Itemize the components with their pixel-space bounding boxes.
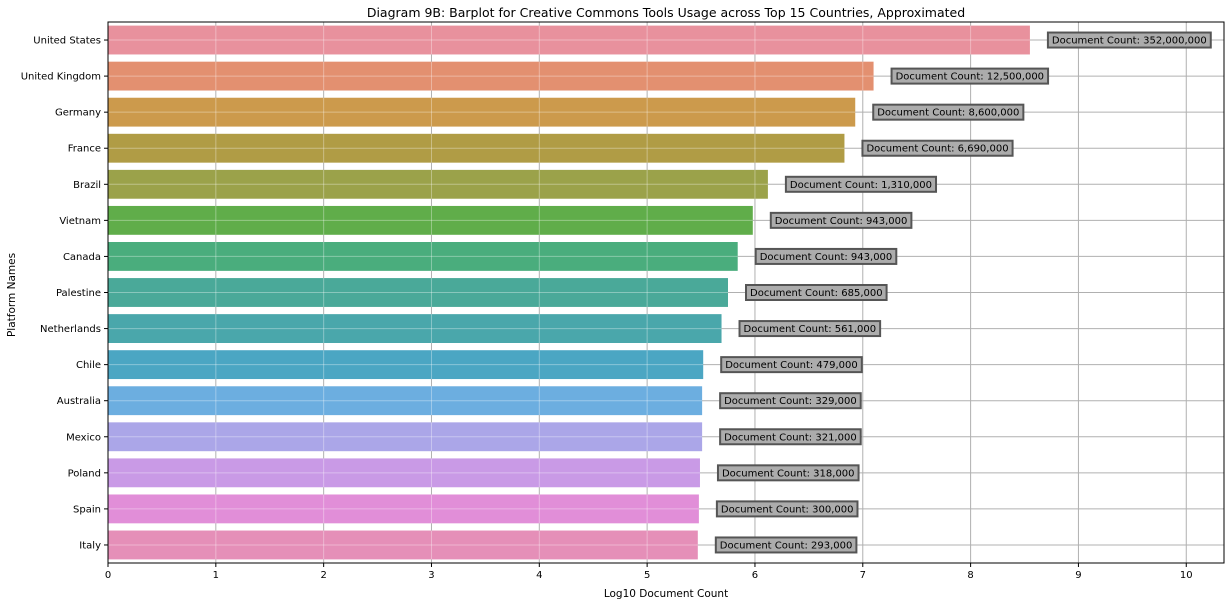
data-label-text: Document Count: 1,310,000 [790, 180, 932, 191]
data-label-box [861, 139, 1014, 157]
data-label-box [769, 211, 913, 229]
category-label: Brazil [73, 180, 101, 191]
data-label: Document Count: 6,690,000 [861, 139, 1014, 157]
data-label: Document Count: 8,600,000 [872, 103, 1025, 121]
data-label-box [719, 392, 862, 410]
data-label: Document Count: 300,000 [715, 500, 859, 518]
bar [108, 458, 700, 488]
bar [108, 314, 722, 343]
data-label-text: Document Count: 561,000 [744, 324, 877, 335]
data-label-box [716, 464, 860, 482]
x-tick-label: 7 [860, 570, 866, 581]
data-label: Document Count: 479,000 [720, 356, 863, 374]
data-label-text: Document Count: 8,600,000 [877, 108, 1019, 119]
x-tick-label: 4 [536, 570, 542, 581]
x-tick-label: 6 [752, 570, 758, 581]
data-label-text: Document Count: 685,000 [750, 288, 883, 299]
ticks: 0 1 2 3 4 5 6 7 8 9 10 United States United Kingdom G… [21, 36, 1193, 581]
data-label-box [715, 500, 859, 518]
data-label: Document Count: 943,000 [754, 247, 898, 265]
category-label: Spain [73, 504, 101, 515]
plot-frame [107, 21, 1225, 564]
data-label-box [1046, 31, 1212, 49]
x-tick-label: 8 [967, 570, 973, 581]
data-label: Document Count: 561,000 [738, 320, 882, 338]
x-tick-label: 10 [1180, 570, 1193, 581]
category-label: Canada [63, 252, 101, 263]
data-label-box [872, 103, 1025, 121]
x-axis-label: Log10 Document Count [604, 588, 728, 600]
data-label: Document Count: 352,000,000 [1046, 31, 1212, 49]
data-label-text: Document Count: 6,690,000 [866, 144, 1008, 155]
data-label-box [754, 247, 898, 265]
category-label: Chile [76, 360, 101, 371]
bar [108, 97, 856, 127]
data-label-text: Document Count: 329,000 [724, 396, 857, 407]
data-label-text: Document Count: 479,000 [725, 360, 858, 371]
data-label-box [738, 320, 882, 338]
bar [108, 350, 704, 380]
x-tick-label: 3 [428, 570, 434, 581]
bar [108, 494, 699, 524]
data-label-text: Document Count: 293,000 [720, 540, 853, 551]
data-label-text: Document Count: 300,000 [721, 504, 854, 515]
data-label-box [890, 67, 1050, 85]
bar [108, 242, 738, 271]
data-label: Document Count: 329,000 [719, 392, 862, 410]
data-label-text: Document Count: 352,000,000 [1052, 36, 1207, 47]
data-label-box [719, 428, 862, 446]
x-tick-label: 9 [1075, 570, 1081, 581]
chart-title: Diagram 9B: Barplot for Creative Commons… [367, 5, 965, 20]
data-label-text: Document Count: 12,500,000 [896, 72, 1044, 83]
bar [108, 386, 703, 416]
data-label-text: Document Count: 318,000 [722, 468, 855, 479]
bar [108, 25, 1030, 55]
x-tick-label: 2 [320, 570, 326, 581]
data-label: Document Count: 293,000 [714, 536, 858, 554]
bar [108, 169, 768, 199]
data-label-text: Document Count: 943,000 [760, 252, 893, 263]
data-label-box [720, 356, 863, 374]
data-label-box [714, 536, 858, 554]
category-label: Germany [55, 108, 101, 119]
data-label: Document Count: 318,000 [716, 464, 860, 482]
bar [108, 133, 845, 163]
data-label: Document Count: 685,000 [745, 284, 888, 301]
category-label: Palestine [56, 288, 101, 299]
x-tick-label: 1 [213, 570, 219, 581]
data-label: Document Count: 1,310,000 [784, 175, 938, 193]
data-label-box [745, 284, 888, 301]
data-label: Document Count: 943,000 [769, 211, 913, 229]
data-label: Document Count: 12,500,000 [890, 67, 1050, 85]
bar [108, 422, 703, 452]
category-label: United States [33, 36, 101, 47]
data-label-text: Document Count: 321,000 [724, 432, 857, 443]
bar [108, 205, 753, 235]
category-label: Italy [79, 540, 101, 551]
category-label: Vietnam [59, 216, 101, 227]
y-axis-label: Platform Names [6, 253, 18, 337]
category-label: Netherlands [40, 324, 101, 335]
data-labels: Document Count: 352,000,000 Document Coun… [714, 31, 1212, 554]
x-tick-label: 0 [105, 570, 111, 581]
bars [108, 25, 1030, 560]
category-label: Mexico [66, 432, 101, 443]
data-label: Document Count: 321,000 [719, 428, 862, 446]
category-label: France [68, 144, 101, 155]
category-label: Poland [68, 468, 101, 479]
bar [108, 278, 728, 307]
bar [108, 61, 874, 91]
x-tick-label: 5 [644, 570, 650, 581]
category-label: United Kingdom [21, 72, 101, 83]
category-label: Australia [57, 396, 101, 407]
data-label-box [784, 175, 938, 193]
data-label-text: Document Count: 943,000 [775, 216, 908, 227]
bar [108, 530, 698, 560]
